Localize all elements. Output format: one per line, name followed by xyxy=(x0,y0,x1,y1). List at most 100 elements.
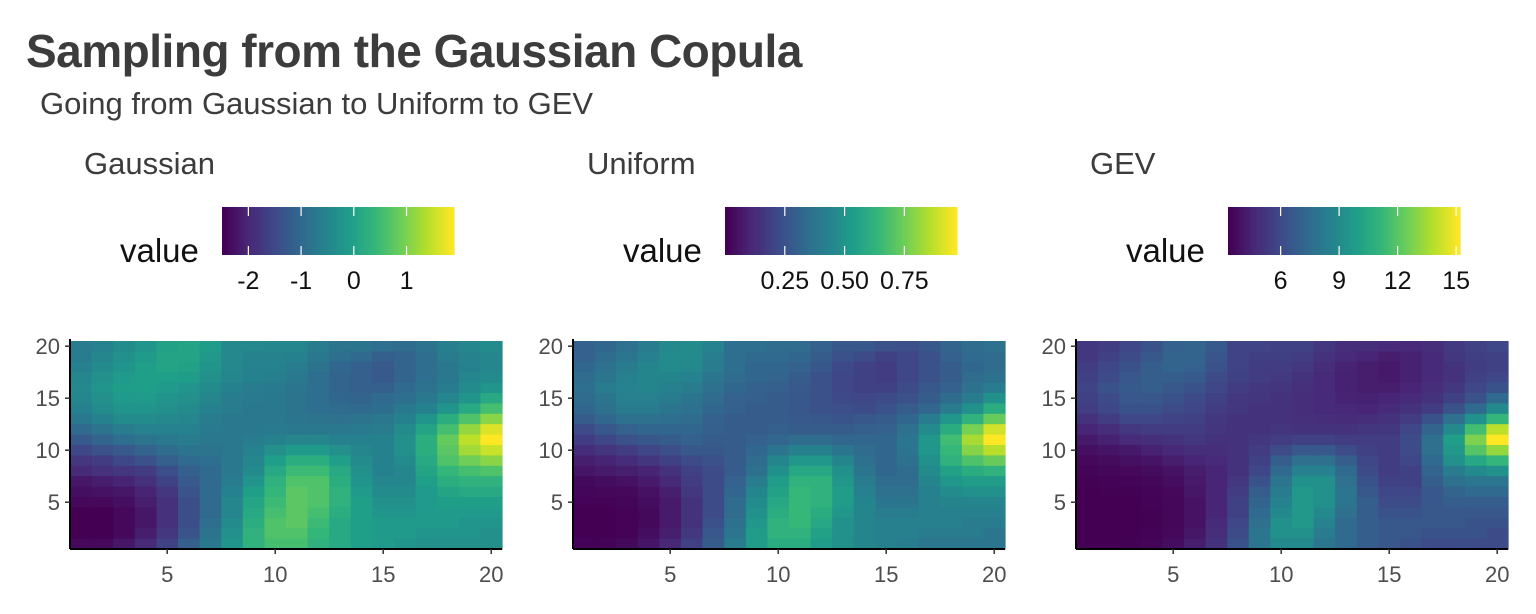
heatmap-cell-gev xyxy=(1205,403,1228,415)
legend-colorbar-segment-gev xyxy=(1378,207,1383,255)
heatmap-cell-gev xyxy=(1119,382,1142,394)
legend-colorbar-segment-gev xyxy=(1422,207,1426,255)
heatmap-cell-gev xyxy=(1205,424,1228,436)
heatmap-cell-gaussian xyxy=(134,341,157,352)
heatmap-cell-uniform xyxy=(594,351,617,363)
legend-colorbar-segment-gaussian xyxy=(332,207,336,255)
heatmap-cell-gev xyxy=(1335,497,1358,508)
legend-colorbar-segment-gaussian xyxy=(413,207,417,255)
heatmap-cell-uniform xyxy=(659,361,682,373)
heatmap-cell-uniform xyxy=(983,424,1006,436)
legend-colorbar-segment-uniform xyxy=(928,207,932,255)
heatmap-cell-uniform xyxy=(573,424,596,436)
heatmap-cell-gev xyxy=(1097,361,1120,373)
legend-colorbar-segment-gaussian xyxy=(448,207,452,255)
heatmap-cell-gaussian xyxy=(458,497,481,508)
legend-colorbar-segment-uniform xyxy=(745,207,749,255)
legend-colorbar-segment-uniform xyxy=(930,207,935,255)
heatmap-cell-gev xyxy=(1443,403,1466,415)
heatmap-cell-gaussian xyxy=(286,341,309,352)
heatmap-cell-gev xyxy=(1076,403,1099,415)
legend-colorbar-segment-gaussian xyxy=(323,207,327,255)
heatmap-cell-gev xyxy=(1421,382,1444,394)
heatmap-cell-gaussian xyxy=(394,528,417,540)
heatmap-cell-gev xyxy=(1248,517,1271,529)
heatmap-cell-gaussian xyxy=(221,528,244,540)
heatmap-cell-uniform xyxy=(832,351,855,363)
heatmap-cell-gaussian xyxy=(242,497,265,508)
heatmap-cell-gev xyxy=(1162,497,1185,508)
heatmap-cell-uniform xyxy=(961,434,984,446)
heatmap-cell-gev xyxy=(1097,486,1120,498)
y-tick-label-gev: 15 xyxy=(1042,386,1066,411)
heatmap-cell-uniform xyxy=(681,393,704,404)
heatmap-cell-gaussian xyxy=(372,476,395,488)
heatmap-cell-gaussian xyxy=(415,351,438,363)
heatmap-cell-gaussian xyxy=(156,476,179,488)
heatmap-cell-gaussian xyxy=(134,465,157,477)
heatmap-cell-gaussian xyxy=(307,413,330,425)
heatmap-cell-gaussian xyxy=(480,465,503,477)
legend-colorbar-segment-gev xyxy=(1416,207,1420,255)
heatmap-cell-gev xyxy=(1227,372,1250,384)
legend-colorbar-segment-uniform xyxy=(864,207,868,255)
heatmap-cell-uniform xyxy=(767,538,790,550)
legend-colorbar-segment-uniform xyxy=(899,207,903,255)
heatmap-cell-gaussian xyxy=(199,351,222,363)
heatmap-cell-gaussian xyxy=(307,445,330,456)
heatmap-cell-gev xyxy=(1270,538,1293,550)
heatmap-cell-gaussian xyxy=(70,424,93,436)
heatmap-cell-uniform xyxy=(918,455,941,467)
heatmap-cell-gaussian xyxy=(134,455,157,467)
heatmap-cell-gaussian xyxy=(415,403,438,415)
legend-colorbar-segment-uniform xyxy=(762,207,767,255)
heatmap-cell-uniform xyxy=(745,465,768,477)
heatmap-cell-uniform xyxy=(918,497,941,508)
heatmap-cell-uniform xyxy=(702,445,725,456)
heatmap-cell-gev xyxy=(1356,403,1379,415)
heatmap-cell-gaussian xyxy=(242,465,265,477)
heatmap-cell-gev xyxy=(1270,382,1293,394)
heatmap-cell-gev xyxy=(1248,424,1271,436)
heatmap-cell-gev xyxy=(1162,413,1185,425)
heatmap-cell-gev xyxy=(1421,538,1444,550)
heatmap-cell-gev xyxy=(1270,507,1293,519)
heatmap-cell-gev xyxy=(1184,497,1207,508)
heatmap-cell-uniform xyxy=(637,351,660,363)
legend-colorbar-segment-gaussian xyxy=(291,207,296,255)
heatmap-cell-uniform xyxy=(659,351,682,363)
heatmap-cell-gev xyxy=(1140,455,1163,467)
heatmap-cell-gaussian xyxy=(415,341,438,352)
heatmap-cell-gaussian xyxy=(372,465,395,477)
heatmap-cell-uniform xyxy=(659,476,682,488)
heatmap-cell-gaussian xyxy=(178,476,201,488)
heatmap-cell-gev xyxy=(1097,517,1120,529)
heatmap-cell-gev xyxy=(1227,413,1250,425)
heatmap-cell-uniform xyxy=(594,528,617,540)
heatmap-cell-gev xyxy=(1335,372,1358,384)
heatmap-cell-gaussian xyxy=(307,528,330,540)
heatmap-cell-gev xyxy=(1400,476,1423,488)
heatmap-cell-gev xyxy=(1119,351,1142,363)
heatmap-cell-gaussian xyxy=(264,465,287,477)
heatmap-cell-uniform xyxy=(789,434,812,446)
heatmap-cell-gev xyxy=(1313,424,1336,436)
heatmap-cell-gev xyxy=(1140,445,1163,456)
heatmap-cell-gev xyxy=(1378,528,1401,540)
heatmap-cell-gaussian xyxy=(480,351,503,363)
heatmap-cell-uniform xyxy=(810,517,833,529)
heatmap-cell-gaussian xyxy=(221,455,244,467)
heatmap-cell-gaussian xyxy=(70,382,93,394)
heatmap-cell-uniform xyxy=(681,341,704,352)
heatmap-cell-gev xyxy=(1443,517,1466,529)
heatmap-cell-gaussian xyxy=(178,486,201,498)
legend-colorbar-segment-gev xyxy=(1294,207,1299,255)
heatmap-cell-gev xyxy=(1140,341,1163,352)
heatmap-cell-gev xyxy=(1184,476,1207,488)
heatmap-cell-gev xyxy=(1421,517,1444,529)
heatmap-cell-gaussian xyxy=(199,507,222,519)
heatmap-cell-gev xyxy=(1119,486,1142,498)
heatmap-cell-uniform xyxy=(897,372,920,384)
heatmap-cell-gaussian xyxy=(480,413,503,425)
heatmap-cell-uniform xyxy=(594,403,617,415)
